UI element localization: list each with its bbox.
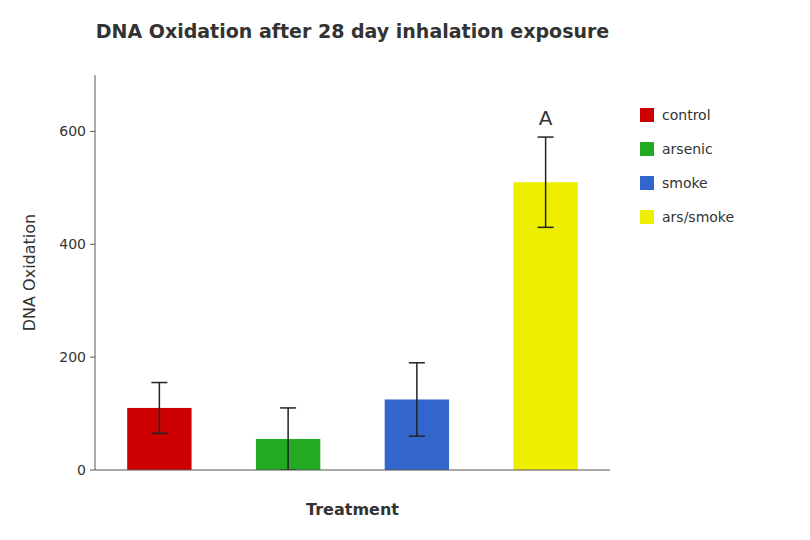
legend-label: ars/smoke <box>662 209 734 225</box>
legend-swatch <box>640 210 654 224</box>
y-tick <box>90 357 95 358</box>
bars <box>127 137 578 470</box>
y-tick <box>90 244 95 245</box>
error-line <box>416 363 418 436</box>
y-tick-label: 600 <box>59 123 86 139</box>
error-bar <box>151 383 167 434</box>
legend: control arsenic smoke ars/smoke <box>640 107 734 225</box>
annotation: A <box>539 106 553 130</box>
x-axis-label: Treatment <box>306 500 399 519</box>
legend-label: smoke <box>662 175 708 191</box>
legend-swatch <box>640 108 654 122</box>
y-tick-label: 200 <box>59 349 86 365</box>
y-tick <box>90 131 95 132</box>
error-cap <box>538 136 554 138</box>
y-tick-label: 0 <box>77 462 86 478</box>
error-cap <box>280 407 296 409</box>
y-tick <box>90 470 95 471</box>
x-axis-line <box>95 470 610 471</box>
y-axis-line <box>95 75 96 470</box>
error-cap <box>409 435 425 437</box>
legend-label: control <box>662 107 711 123</box>
legend-label: arsenic <box>662 141 713 157</box>
error-line <box>545 137 547 227</box>
legend-swatch <box>640 142 654 156</box>
error-cap <box>538 227 554 229</box>
chart: DNA Oxidation after 28 day inhalation ex… <box>0 0 810 540</box>
error-line <box>159 383 161 434</box>
error-cap <box>151 382 167 384</box>
legend-swatch <box>640 176 654 190</box>
error-cap <box>409 362 425 364</box>
error-bar <box>280 408 296 470</box>
error-bar <box>538 137 554 227</box>
chart-container: DNA Oxidation after 28 day inhalation ex… <box>0 0 810 540</box>
y-axis-label: DNA Oxidation <box>20 214 39 331</box>
error-line <box>287 408 289 470</box>
error-bar <box>409 363 425 436</box>
title: DNA Oxidation after 28 day inhalation ex… <box>96 20 609 42</box>
error-cap <box>151 433 167 435</box>
y-tick-label: 400 <box>59 236 86 252</box>
